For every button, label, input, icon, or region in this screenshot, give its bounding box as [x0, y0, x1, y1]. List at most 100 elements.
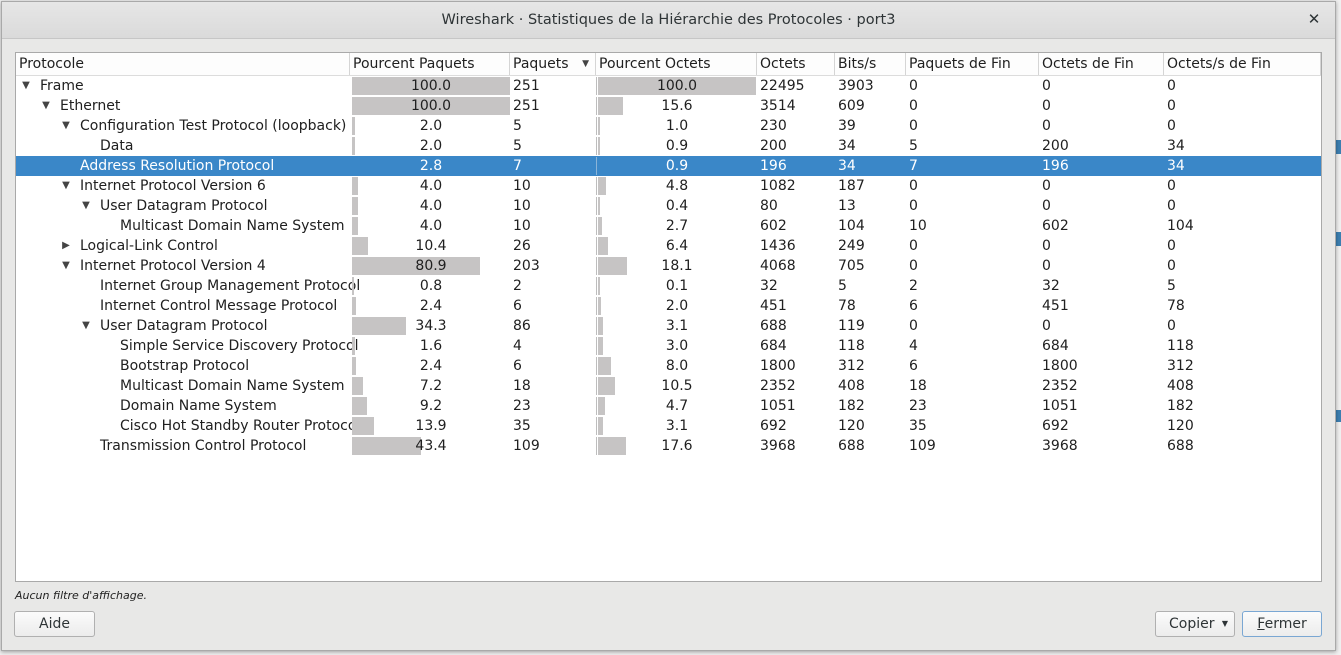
protocol-name: Address Resolution Protocol — [80, 158, 275, 174]
bits-s-value: 34 — [838, 158, 856, 174]
bits-s-value: 705 — [838, 258, 865, 274]
close-icon[interactable]: ✕ — [1307, 10, 1321, 28]
collapse-arrow-icon[interactable]: ▼ — [22, 80, 30, 91]
collapse-arrow-icon[interactable]: ▼ — [82, 200, 90, 211]
percent-packets-value: 2.4 — [419, 298, 443, 314]
column-header[interactable]: Protocole — [16, 53, 350, 75]
end-packets-value: 0 — [909, 178, 918, 194]
end-bits-s-value: 0 — [1167, 78, 1176, 94]
collapse-arrow-icon[interactable]: ▼ — [82, 320, 90, 331]
percent-packets-bar: 100.0 — [352, 97, 510, 115]
column-header[interactable]: Bits/s — [835, 53, 906, 75]
tree-row[interactable]: ▼ Configuration Test Protocol (loopback) 2… — [16, 116, 1321, 136]
column-header[interactable]: Paquets de Fin — [906, 53, 1039, 75]
percent-bytes-value: 2.0 — [665, 298, 689, 314]
percent-packets-bar: 4.0 — [352, 177, 510, 195]
end-packets-value: 0 — [909, 78, 918, 94]
column-separator — [596, 257, 597, 275]
percent-fill — [598, 317, 603, 335]
percent-bytes-bar: 6.4 — [598, 237, 756, 255]
tree-row[interactable]: Domain Name System 9.2 4.7 23 1051 182 23 1051 1… — [16, 396, 1321, 416]
tree-row[interactable]: ▼ Internet Protocol Version 6 4.0 4.8 10 1082… — [16, 176, 1321, 196]
background-window-edge — [1333, 232, 1341, 246]
tree-row[interactable]: ▼ User Datagram Protocol 34.3 3.1 86 688 119 0 0… — [16, 316, 1321, 336]
end-bytes-value: 196 — [1042, 158, 1069, 174]
tree-row[interactable]: Cisco Hot Standby Router Protocol 13.9 3.1… — [16, 416, 1321, 436]
collapse-arrow-icon[interactable]: ▼ — [62, 120, 70, 131]
end-bytes-value: 2352 — [1042, 378, 1078, 394]
tree-row[interactable]: ▼ Internet Protocol Version 4 80.9 18.1 203 4… — [16, 256, 1321, 276]
end-bits-s-value: 34 — [1167, 138, 1185, 154]
tree-row[interactable]: Internet Group Management Protocol 0.8 0.1… — [16, 276, 1321, 296]
column-header[interactable]: Pourcent Paquets — [350, 53, 510, 75]
tree-row[interactable]: Simple Service Discovery Protocol 1.6 3.0 4… — [16, 336, 1321, 356]
bytes-value: 80 — [760, 198, 778, 214]
column-header[interactable]: Paquets ▼ — [510, 53, 596, 75]
column-separator — [596, 437, 597, 455]
protocol-name: User Datagram Protocol — [100, 318, 268, 334]
column-header[interactable]: Octets/s de Fin — [1164, 53, 1321, 75]
tree-row[interactable]: Multicast Domain Name System 7.2 10.5 18 235… — [16, 376, 1321, 396]
packets-value: 10 — [513, 178, 531, 194]
collapse-arrow-icon[interactable]: ▼ — [62, 180, 70, 191]
bytes-value: 3514 — [760, 98, 796, 114]
bits-s-value: 118 — [838, 338, 865, 354]
collapse-arrow-icon[interactable]: ▼ — [62, 260, 70, 271]
column-separator — [596, 217, 597, 235]
percent-bytes-bar: 15.6 — [598, 97, 756, 115]
tree-row[interactable]: Bootstrap Protocol 2.4 8.0 6 1800 312 6 1800 312 — [16, 356, 1321, 376]
packets-value: 35 — [513, 418, 531, 434]
bits-s-value: 609 — [838, 98, 865, 114]
title-bar[interactable]: Wireshark · Statistiques de la Hiérarchi… — [2, 2, 1335, 39]
close-button[interactable]: Fermer — [1242, 611, 1322, 637]
protocol-name: Logical-Link Control — [80, 238, 218, 254]
tree-row[interactable]: Data 2.0 0.9 5 200 34 5 200 34 — [16, 136, 1321, 156]
end-bytes-value: 0 — [1042, 318, 1051, 334]
end-bytes-value: 1800 — [1042, 358, 1078, 374]
column-header[interactable]: Pourcent Octets — [596, 53, 757, 75]
percent-fill — [598, 417, 603, 435]
percent-bytes-value: 3.1 — [665, 318, 689, 334]
bits-s-value: 104 — [838, 218, 865, 234]
percent-bytes-bar: 100.0 — [598, 77, 756, 95]
end-bytes-value: 1051 — [1042, 398, 1078, 414]
end-bytes-value: 684 — [1042, 338, 1069, 354]
expand-arrow-icon[interactable]: ▶ — [62, 240, 70, 251]
percent-fill — [352, 357, 356, 375]
column-header[interactable]: Octets — [757, 53, 835, 75]
end-bits-s-value: 34 — [1167, 158, 1185, 174]
percent-fill — [352, 397, 367, 415]
bits-s-value: 249 — [838, 238, 865, 254]
column-separator — [596, 137, 597, 155]
tree-row[interactable]: Transmission Control Protocol 43.4 17.6 109… — [16, 436, 1321, 456]
bits-s-value: 3903 — [838, 78, 874, 94]
percent-fill — [598, 177, 606, 195]
column-separator — [596, 237, 597, 255]
tree-row[interactable]: Address Resolution Protocol 2.8 0.9 7 196 34 7… — [16, 156, 1321, 176]
tree-row[interactable]: ▼ User Datagram Protocol 4.0 0.4 10 80 13 0 0 0 — [16, 196, 1321, 216]
percent-packets-value: 4.0 — [419, 218, 443, 234]
tree-row[interactable]: Internet Control Message Protocol 2.4 2.0 6… — [16, 296, 1321, 316]
tree-row[interactable]: ▼ Frame 100.0 100.0 251 22495 3903 0 0 0 — [16, 76, 1321, 96]
percent-packets-value: 2.0 — [419, 118, 443, 134]
tree-row[interactable]: ▶ Logical-Link Control 10.4 6.4 26 1436 249 0 0 0 — [16, 236, 1321, 256]
percent-bytes-value: 6.4 — [665, 238, 689, 254]
protocol-tree[interactable]: Protocole Pourcent Paquets Paquets ▼ Pourcen… — [15, 52, 1322, 582]
packets-value: 10 — [513, 218, 531, 234]
end-bits-s-value: 312 — [1167, 358, 1194, 374]
column-header-label: Paquets — [513, 56, 569, 72]
tree-row[interactable]: ▼ Ethernet 100.0 15.6 251 3514 609 0 0 0 — [16, 96, 1321, 116]
tree-row[interactable]: Multicast Domain Name System 4.0 2.7 10 602 1… — [16, 216, 1321, 236]
percent-fill — [352, 417, 374, 435]
percent-packets-bar: 100.0 — [352, 77, 510, 95]
protocol-name: Simple Service Discovery Protocol — [120, 338, 359, 354]
help-button[interactable]: Aide — [14, 611, 95, 637]
copy-button[interactable]: Copier ▼ — [1155, 611, 1235, 637]
column-header[interactable]: Octets de Fin — [1039, 53, 1164, 75]
percent-packets-value: 0.8 — [419, 278, 443, 294]
percent-packets-bar: 0.8 — [352, 277, 510, 295]
collapse-arrow-icon[interactable]: ▼ — [42, 100, 50, 111]
packets-value: 86 — [513, 318, 531, 334]
percent-bytes-value: 3.0 — [665, 338, 689, 354]
background-window-edge — [1333, 410, 1341, 422]
